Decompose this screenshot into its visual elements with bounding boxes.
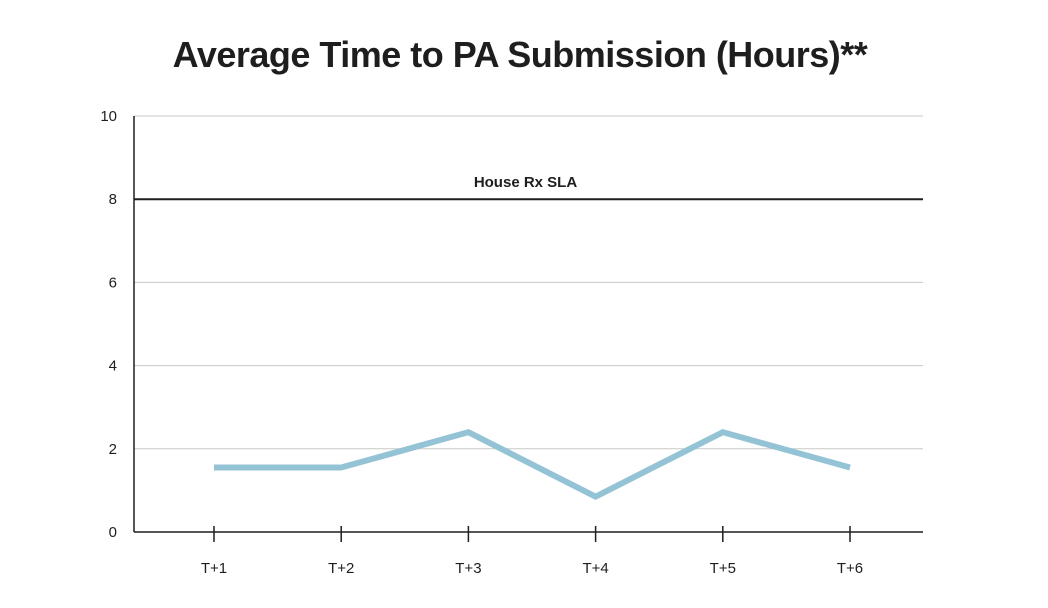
- reference-line-group: House Rx SLA: [134, 174, 923, 201]
- axes: [133, 116, 923, 533]
- series-layer: [213, 428, 851, 501]
- x-tick-label: T+2: [328, 560, 354, 577]
- x-tick-label: T+4: [582, 560, 608, 577]
- series-line-0: [214, 428, 851, 501]
- y-tick-label: 6: [109, 274, 117, 291]
- y-tick-label: 0: [109, 524, 117, 541]
- reference-line-label: House Rx SLA: [474, 174, 578, 191]
- x-tick-label: T+6: [837, 560, 863, 577]
- y-tick-label: 2: [109, 441, 117, 458]
- x-ticks: T+1 T+2 T+3 T+4 T+5 T+6: [201, 526, 863, 577]
- y-tick-label: 4: [109, 358, 117, 375]
- gridlines: [134, 115, 923, 450]
- x-tick-label: T+3: [455, 560, 481, 577]
- y-tick-label: 8: [109, 191, 117, 208]
- x-tick-label: T+5: [710, 560, 736, 577]
- y-tick-label: 10: [100, 108, 117, 125]
- y-tick-labels: 0 2 4 6 8 10: [100, 108, 117, 541]
- chart-title: Average Time to PA Submission (Hours)**: [172, 34, 868, 75]
- x-tick-label: T+1: [201, 560, 227, 577]
